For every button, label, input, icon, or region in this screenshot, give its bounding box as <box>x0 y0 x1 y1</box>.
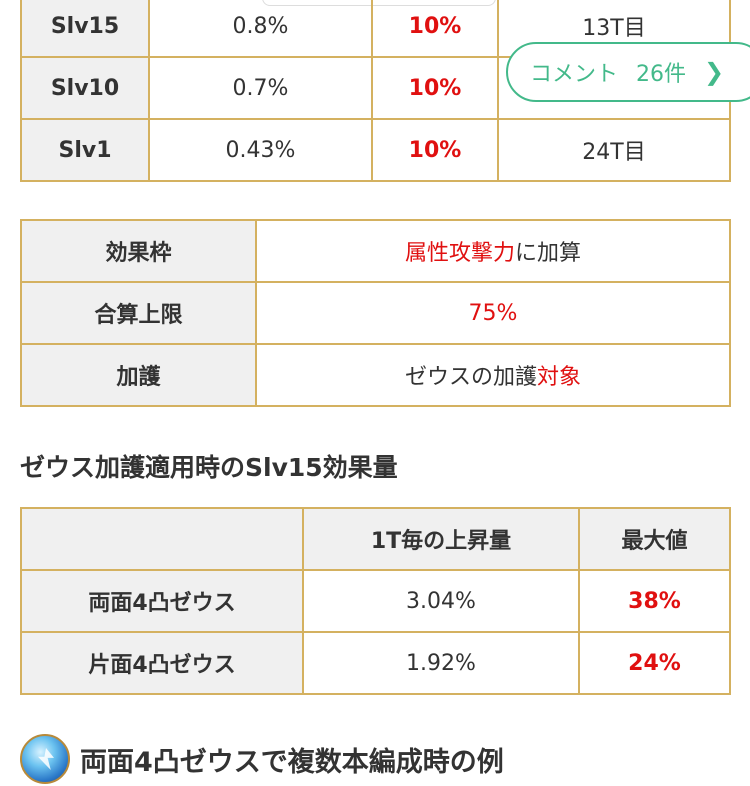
max-cell: 38% <box>578 569 731 633</box>
table-row: Slv15 0.8% 10% 13T目 <box>20 0 731 58</box>
effect-slot-value-plain: に加算 <box>515 241 582 266</box>
section-title: ゼウス加護適用時のSlv15効果量 <box>20 453 398 482</box>
blessing-label: 加護 <box>20 343 257 407</box>
level-cell: Slv10 <box>20 56 150 120</box>
turn-cell: 24T目 <box>497 118 731 182</box>
row-label: 片面4凸ゼウス <box>20 631 304 695</box>
chevron-right-icon: ❯ <box>704 58 725 86</box>
max-cell: 24% <box>578 631 731 695</box>
table-row: 合算上限 75% <box>20 281 731 345</box>
table-row: 加護 ゼウスの加護対象 <box>20 343 731 407</box>
total-cap-value: 75% <box>255 281 731 345</box>
per-turn-cell: 1.92% <box>302 631 580 695</box>
table-header-row: 1T毎の上昇量 最大値 <box>20 507 731 571</box>
total-cap-label: 合算上限 <box>20 281 257 345</box>
row-label: 両面4凸ゼウス <box>20 569 304 633</box>
header-empty <box>20 507 304 571</box>
water-orb-icon <box>20 734 70 784</box>
zeus-effect-table: 1T毎の上昇量 最大値 両面4凸ゼウス 3.04% 38% 片面4凸ゼウス 1.… <box>20 507 731 695</box>
footer-heading-text: 両面4凸ゼウスで複数本編成時の例 <box>80 746 504 778</box>
blessing-value: ゼウスの加護対象 <box>255 343 731 407</box>
per-turn-cell: 3.04% <box>302 569 580 633</box>
per-turn-cell: 0.8% <box>148 0 373 58</box>
per-turn-cell: 0.43% <box>148 118 373 182</box>
level-cell: Slv15 <box>20 0 150 58</box>
max-cell: 10% <box>371 0 499 58</box>
per-turn-cell: 0.7% <box>148 56 373 120</box>
comment-label: コメント <box>530 62 619 87</box>
comment-button[interactable]: コメント 26件 ❯ <box>506 42 750 102</box>
header-per-turn: 1T毎の上昇量 <box>302 507 580 571</box>
comment-count: 26件 <box>636 62 687 87</box>
table-row: Slv1 0.43% 10% 24T目 <box>20 118 731 182</box>
header-max: 最大値 <box>578 507 731 571</box>
effect-info-table: 効果枠 属性攻撃力に加算 合算上限 75% 加護 ゼウスの加護対象 <box>20 219 731 407</box>
effect-slot-label: 効果枠 <box>20 219 257 283</box>
max-cell: 10% <box>371 118 499 182</box>
footer-heading: 両面4凸ゼウスで複数本編成時の例 <box>20 734 504 784</box>
blessing-value-plain: ゼウスの加護 <box>404 365 537 390</box>
effect-slot-value: 属性攻撃力に加算 <box>255 219 731 283</box>
effect-slot-value-red: 属性攻撃力 <box>404 241 515 266</box>
level-cell: Slv1 <box>20 118 150 182</box>
blessing-value-red: 対象 <box>537 365 582 390</box>
table-row: 効果枠 属性攻撃力に加算 <box>20 219 731 283</box>
table-row: 両面4凸ゼウス 3.04% 38% <box>20 569 731 633</box>
max-cell: 10% <box>371 56 499 120</box>
table-row: 片面4凸ゼウス 1.92% 24% <box>20 631 731 695</box>
